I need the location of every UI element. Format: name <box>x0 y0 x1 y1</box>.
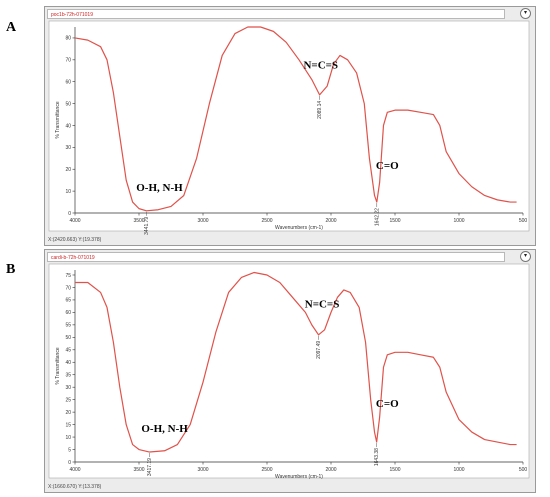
plot-background <box>48 263 530 479</box>
panel-letter-b: B <box>6 262 16 277</box>
panel-letter-a: A <box>6 20 17 35</box>
x-tick-label: 1000 <box>453 218 464 224</box>
chevron-down-icon[interactable]: ▾ <box>520 251 531 262</box>
band-annotation: C=O <box>376 398 399 410</box>
spectrum-line <box>74 26 517 212</box>
peak-label: 3441.79 <box>144 217 150 235</box>
x-tick-label: 2000 <box>325 218 336 224</box>
y-tick-label: 0 <box>68 460 71 466</box>
spectrum-plot-a: 0 10 20 30 40 50 60 70 80 4000 3500 3000 2500 2000 150… <box>48 20 530 235</box>
cursor-readout-a: X:(2420.663) Y:(19.378) <box>48 237 102 243</box>
y-tick-label: 50 <box>65 101 71 107</box>
y-tick-label: 15 <box>65 422 71 428</box>
x-tick-label: 1500 <box>389 218 400 224</box>
peak-label: 1642.22 <box>374 208 380 226</box>
x-tick-label: 1000 <box>453 467 464 473</box>
peak-label: 1643.38 <box>374 448 380 466</box>
y-tick-label: 60 <box>65 310 71 316</box>
chevron-down-icon[interactable]: ▾ <box>520 8 531 19</box>
band-annotation: N=C=S <box>303 60 338 72</box>
y-tick-label: 30 <box>65 385 71 391</box>
x-tick-label: 1500 <box>389 467 400 473</box>
x-tick-label: 3500 <box>133 467 144 473</box>
y-tick-label: 35 <box>65 373 71 379</box>
y-tick-label: 70 <box>65 285 71 291</box>
band-annotation: C=O <box>376 160 399 172</box>
band-annotation: O-H, N-H <box>141 423 188 435</box>
x-tick-label: 4000 <box>69 218 80 224</box>
y-tick-label: 5 <box>68 447 71 453</box>
x-tick-label: 3000 <box>197 218 208 224</box>
y-tick-label: 25 <box>65 397 71 403</box>
x-tick-label: 2500 <box>261 218 272 224</box>
x-tick-label: 3500 <box>133 218 144 224</box>
x-tick-label: 500 <box>519 467 528 473</box>
y-tick-label: 60 <box>65 80 71 86</box>
y-tick-label: 0 <box>68 211 71 217</box>
y-tick-label: 75 <box>65 273 71 279</box>
x-tick-label: 2000 <box>325 467 336 473</box>
cursor-readout-b: X:(1660.670) Y:(13.378) <box>48 484 102 490</box>
window-title-a: poc1b-72h-071019 <box>47 9 505 19</box>
y-tick-label: 55 <box>65 323 71 329</box>
y-tick-label: 45 <box>65 348 71 354</box>
peak-label: 2097.49 <box>316 341 322 359</box>
peak-label: 2089.14 <box>317 101 323 119</box>
x-tick-label: 3000 <box>197 467 208 473</box>
y-axis-label: % Transmittance <box>55 101 61 138</box>
x-tick-label: 4000 <box>69 467 80 473</box>
y-tick-label: 50 <box>65 335 71 341</box>
x-axis-label: Wavenumbers (cm-1) <box>275 225 323 231</box>
y-tick-label: 30 <box>65 145 71 151</box>
plot-background <box>48 20 530 232</box>
x-axis-label: Wavenumbers (cm-1) <box>275 474 323 480</box>
y-tick-label: 80 <box>65 36 71 42</box>
y-tick-label: 65 <box>65 298 71 304</box>
y-tick-label: 10 <box>65 435 71 441</box>
band-annotation: O-H, N-H <box>136 182 183 194</box>
spectrum-line <box>75 271 517 453</box>
spectrum-plot-b: 0 5 10 15 20 25 30 35 40 45 50 55 60 65 70 75 4000 3500 30… <box>48 263 530 480</box>
x-tick-label: 500 <box>519 218 528 224</box>
y-tick-label: 40 <box>65 360 71 366</box>
y-tick-label: 10 <box>65 189 71 195</box>
y-tick-label: 20 <box>65 167 71 173</box>
y-tick-label: 20 <box>65 410 71 416</box>
band-annotation: N=C=S <box>305 298 340 310</box>
y-tick-label: 40 <box>65 123 71 129</box>
x-tick-label: 2500 <box>261 467 272 473</box>
y-axis-label: % Transmittance <box>55 347 61 384</box>
y-tick-label: 70 <box>65 58 71 64</box>
window-title-b: cardi-b-72h-071019 <box>47 252 505 262</box>
spectrum-window-b: cardi-b-72h-071019 ▾ 0 5 10 15 20 25 30 35 40 45 5… <box>44 249 536 493</box>
spectrum-window-a: poc1b-72h-071019 ▾ 0 10 20 30 40 50 60 70 80 4000… <box>44 6 536 246</box>
peak-label: 3417.19 <box>147 458 153 476</box>
